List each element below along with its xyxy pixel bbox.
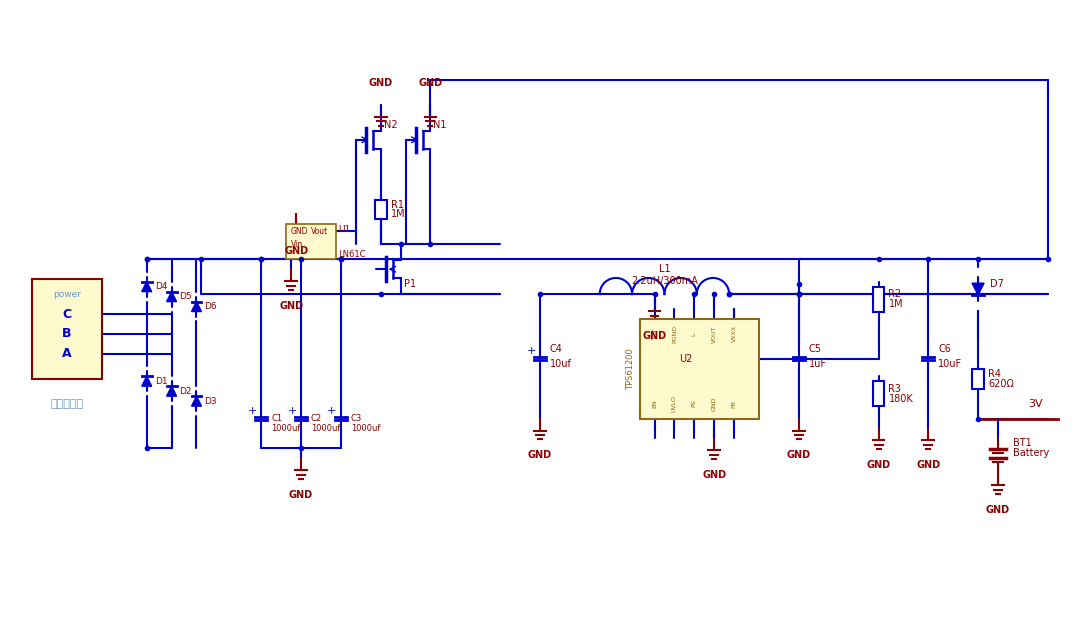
Polygon shape: [141, 282, 151, 291]
Text: UVLO: UVLO: [672, 395, 677, 412]
Text: +: +: [247, 406, 257, 415]
Text: 620Ω: 620Ω: [988, 379, 1014, 389]
Text: D3: D3: [204, 397, 217, 406]
Text: GND: GND: [292, 227, 309, 236]
Bar: [873, 381, 885, 406]
Text: GND: GND: [787, 450, 811, 461]
Text: GND: GND: [916, 460, 941, 470]
Text: +: +: [526, 346, 536, 356]
Bar: [873, 287, 885, 312]
Text: 1uF: 1uF: [809, 359, 827, 369]
Text: PS: PS: [692, 400, 697, 408]
Text: C1
1000uf: C1 1000uf: [271, 414, 300, 433]
Text: C2
1000uf: C2 1000uf: [311, 414, 340, 433]
Text: +: +: [287, 406, 297, 415]
Text: 1M: 1M: [889, 299, 903, 309]
Text: 10uf: 10uf: [550, 359, 571, 369]
Text: Vin: Vin: [292, 240, 303, 249]
Text: C4: C4: [550, 344, 563, 354]
Text: GND: GND: [986, 505, 1010, 515]
Text: N1: N1: [433, 120, 447, 130]
Text: VOUT: VOUT: [712, 325, 717, 343]
Text: Vout: Vout: [311, 227, 328, 236]
Text: D4: D4: [154, 282, 167, 291]
Text: C: C: [63, 307, 71, 321]
Text: 1M: 1M: [391, 210, 405, 219]
Text: C6: C6: [939, 344, 951, 354]
Text: 3V: 3V: [1028, 399, 1042, 408]
Text: A: A: [63, 348, 72, 360]
Text: FB: FB: [731, 400, 737, 408]
Text: C3
1000uf: C3 1000uf: [351, 414, 380, 433]
Text: R2: R2: [889, 289, 902, 299]
Text: EN: EN: [652, 399, 657, 408]
Text: P1: P1: [404, 279, 416, 289]
Text: R4: R4: [988, 369, 1001, 379]
Text: C5: C5: [809, 344, 822, 354]
Text: power: power: [53, 289, 81, 298]
Text: L: L: [692, 332, 697, 335]
Text: VXXX: VXXX: [731, 325, 737, 343]
Polygon shape: [972, 283, 984, 295]
Text: GND: GND: [643, 331, 666, 341]
Text: 180K: 180K: [889, 394, 914, 404]
Text: GND: GND: [866, 460, 891, 470]
Text: LN61C: LN61C: [338, 250, 365, 259]
Text: GND: GND: [418, 78, 443, 88]
Polygon shape: [141, 376, 151, 386]
Text: D7: D7: [990, 279, 1004, 289]
Text: D6: D6: [204, 302, 217, 311]
Text: VIN: VIN: [652, 328, 657, 339]
Text: R3: R3: [889, 383, 902, 394]
Text: 三相发电机: 三相发电机: [51, 399, 83, 409]
Polygon shape: [191, 396, 202, 406]
Text: TPS61200: TPS61200: [625, 348, 635, 390]
Text: 2.2uH/300mA: 2.2uH/300mA: [631, 276, 698, 286]
Text: B: B: [63, 327, 71, 341]
Text: 10uF: 10uF: [939, 359, 962, 369]
Text: GND: GND: [702, 470, 727, 481]
Bar: [286, 224, 336, 259]
Text: GND: GND: [289, 490, 313, 500]
Text: +: +: [327, 406, 337, 415]
Polygon shape: [166, 386, 177, 396]
Bar: [32, 279, 102, 379]
Text: GND: GND: [368, 78, 393, 88]
Polygon shape: [166, 291, 177, 302]
Text: U2: U2: [679, 354, 692, 364]
Text: GND: GND: [528, 450, 552, 461]
Text: L1: L1: [659, 264, 671, 274]
Text: D2: D2: [179, 387, 192, 396]
Text: GND: GND: [284, 246, 308, 256]
Text: D1: D1: [154, 377, 167, 386]
Bar: [375, 199, 387, 219]
Polygon shape: [191, 302, 202, 312]
Text: Battery: Battery: [1013, 449, 1049, 458]
Text: GND: GND: [279, 301, 303, 311]
Text: D5: D5: [179, 292, 192, 301]
Text: PGND: PGND: [672, 325, 677, 343]
Text: N2: N2: [383, 120, 397, 130]
Text: U1: U1: [338, 225, 350, 234]
Bar: [639, 319, 759, 419]
Bar: [972, 369, 984, 389]
Text: BT1: BT1: [1013, 438, 1031, 449]
Text: R1: R1: [391, 199, 404, 210]
Text: GND: GND: [712, 396, 717, 411]
